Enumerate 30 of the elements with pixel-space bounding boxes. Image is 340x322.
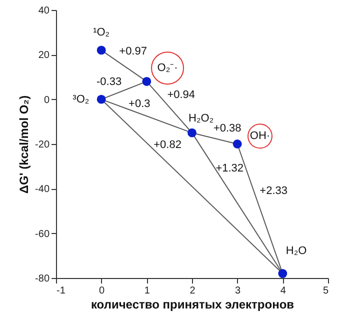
y-tick-label: -40 <box>35 184 50 196</box>
x-axis-title: количество принятых электронов <box>90 298 294 312</box>
annotation: +0.82 <box>154 139 182 152</box>
x-tick-label: 5 <box>322 286 329 296</box>
x-tick-label: 0 <box>99 286 106 296</box>
y-axis-title: ΔG' (kcal/mol O₂) <box>17 95 32 194</box>
x-tick-label: 1 <box>144 286 150 296</box>
annotation: H₂O₂ <box>188 112 214 124</box>
y-tick-label: -80 <box>35 274 50 284</box>
annotation: +0.97 <box>119 45 147 58</box>
y-tick-label: -20 <box>35 140 50 150</box>
annotation: O₂⁻· <box>157 62 178 74</box>
annotation: +2.33 <box>260 184 288 197</box>
annotation: OH· <box>250 130 270 142</box>
y-tick-label: 0 <box>44 94 50 106</box>
annotation: H₂O <box>286 245 308 258</box>
y-tick-label: 20 <box>38 50 50 62</box>
annotation: +0.94 <box>167 88 196 101</box>
annotation: +0.3 <box>128 98 150 110</box>
annotation: ³O₂ <box>72 93 90 106</box>
annotation: +0.38 <box>213 122 242 134</box>
x-tick-label: 4 <box>280 286 286 296</box>
annotation: -0.33 <box>96 76 122 88</box>
annotation: +1.32 <box>216 162 244 175</box>
x-tick-label: -1 <box>56 286 66 296</box>
x-tick-label: 2 <box>190 286 196 296</box>
y-tick-label: 40 <box>38 6 50 16</box>
x-tick-label: 3 <box>235 286 242 296</box>
annotation: ¹O₂ <box>93 26 110 38</box>
y-tick-label: -60 <box>35 228 50 240</box>
